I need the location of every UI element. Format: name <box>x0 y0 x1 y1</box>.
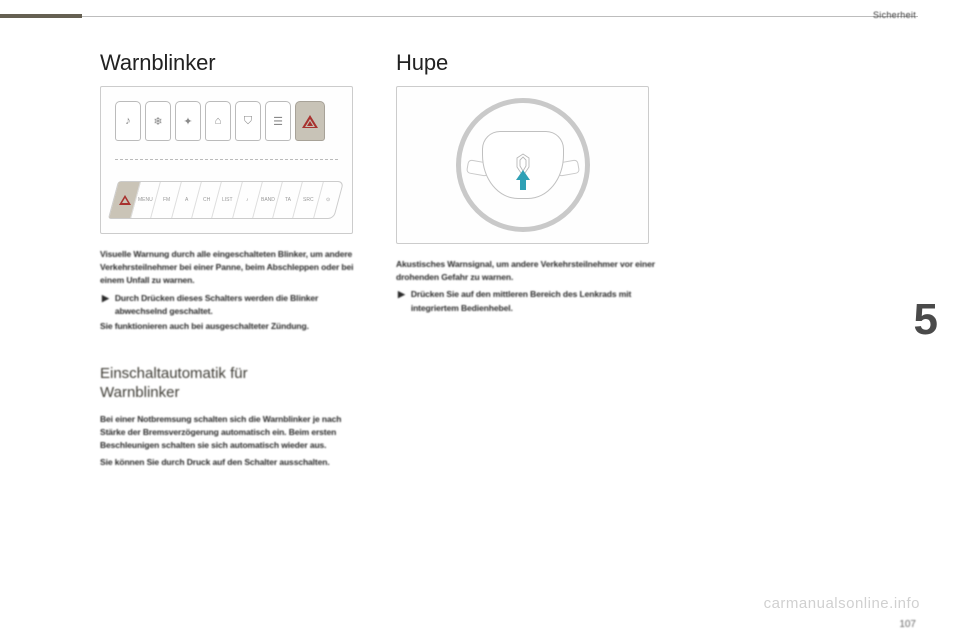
menu-icon: ☰ <box>273 115 283 128</box>
subtitle-auto: Einschaltautomatik für Warnblinker <box>100 365 360 403</box>
divider-dashed <box>115 159 338 160</box>
page: Sicherheit Warnblinker ♪ ❄ ✦ ⌂ ⛉ ☰ <box>0 0 960 640</box>
home-icon: ⌂ <box>215 115 222 127</box>
para: Visuelle Warnung durch alle eingeschalte… <box>100 248 360 288</box>
hazard-button <box>295 101 325 141</box>
hazard-triangle-icon <box>119 195 131 205</box>
button-row: ♪ ❄ ✦ ⌂ ⛉ ☰ <box>115 101 325 141</box>
para: Sie können Sie durch Druck auf den Schal… <box>100 456 360 469</box>
figure-hazard-buttons: ♪ ❄ ✦ ⌂ ⛉ ☰ MENU <box>100 86 353 234</box>
panel-button: ☰ <box>265 101 291 141</box>
para: Akustisches Warnsignal, um andere Verkeh… <box>396 258 656 284</box>
hazard-triangle-icon <box>302 115 318 128</box>
chapter-number: 5 <box>914 295 938 345</box>
steering-wheel-hub <box>482 131 564 199</box>
content-area: Warnblinker ♪ ❄ ✦ ⌂ ⛉ ☰ <box>100 50 900 620</box>
auto-text: Bei einer Notbremsung schalten sich die … <box>100 413 360 470</box>
radio-panel: MENU FM A CH LIST ♪ BAND TA SRC ⊙ <box>108 181 344 219</box>
page-number: 107 <box>899 619 916 630</box>
bullet-text: Durch Drücken dieses Schalters werden di… <box>115 292 360 318</box>
header-rule-thin <box>82 16 918 17</box>
bullet-item: ▶ Drücken Sie auf den mittleren Bereich … <box>398 288 656 314</box>
panel-button: ✦ <box>175 101 201 141</box>
panel-button: ⌂ <box>205 101 231 141</box>
panel-button: ⛉ <box>235 101 261 141</box>
para: Sie funktionieren auch bei ausgeschaltet… <box>100 320 360 333</box>
header-section-label: Sicherheit <box>873 10 916 20</box>
arrow-up-icon <box>513 168 533 192</box>
col-hupe: Hupe Akustisches Warnsign <box>396 50 656 620</box>
warnblinker-text: Visuelle Warnung durch alle eingeschalte… <box>100 248 360 333</box>
hupe-text: Akustisches Warnsignal, um andere Verkeh… <box>396 258 656 315</box>
title-warnblinker: Warnblinker <box>100 50 360 76</box>
spark-icon: ✦ <box>183 115 192 128</box>
steering-wheel-rim <box>456 98 590 232</box>
panel-button: ♪ <box>115 101 141 141</box>
header-rule-dark <box>0 14 82 18</box>
watermark: carmanualsonline.info <box>764 595 920 612</box>
snow-icon: ❄ <box>153 115 162 128</box>
defrost-icon: ⛉ <box>244 115 252 128</box>
title-hupe: Hupe <box>396 50 656 76</box>
bullet-marker: ▶ <box>398 288 405 314</box>
col-warnblinker: Warnblinker ♪ ❄ ✦ ⌂ ⛉ ☰ <box>100 50 360 620</box>
bullet-text: Drücken Sie auf den mittleren Bereich de… <box>411 288 656 314</box>
music-icon: ♪ <box>125 115 131 127</box>
figure-steering-wheel <box>396 86 649 244</box>
bullet-marker: ▶ <box>102 292 109 318</box>
para: Bei einer Notbremsung schalten sich die … <box>100 413 360 453</box>
bullet-item: ▶ Durch Drücken dieses Schalters werden … <box>102 292 360 318</box>
panel-button: ❄ <box>145 101 171 141</box>
